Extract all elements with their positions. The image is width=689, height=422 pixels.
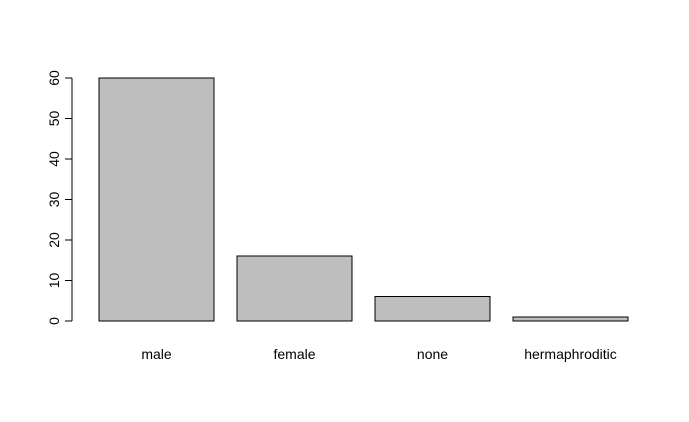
- bar-female: [236, 255, 353, 322]
- x-axis-labels: male female none hermaphroditic: [141, 346, 616, 362]
- bar-hermaphroditic: [512, 316, 629, 322]
- y-tick-label: 10: [46, 273, 62, 289]
- y-axis: 0 10 20 30 40 50 60: [46, 70, 73, 325]
- category-label-male: male: [141, 346, 172, 362]
- y-tick-label: 30: [46, 192, 62, 208]
- y-tick-label: 0: [46, 317, 62, 325]
- bar-none: [374, 296, 491, 322]
- category-label-hermaphroditic: hermaphroditic: [524, 346, 617, 362]
- y-tick-label: 20: [46, 232, 62, 248]
- y-tick-label: 40: [46, 151, 62, 167]
- y-tick-label: 60: [46, 70, 62, 86]
- bar-male: [98, 77, 215, 322]
- category-label-none: none: [417, 346, 448, 362]
- y-tick-label: 50: [46, 111, 62, 127]
- bars: [98, 77, 629, 322]
- category-label-female: female: [273, 346, 315, 362]
